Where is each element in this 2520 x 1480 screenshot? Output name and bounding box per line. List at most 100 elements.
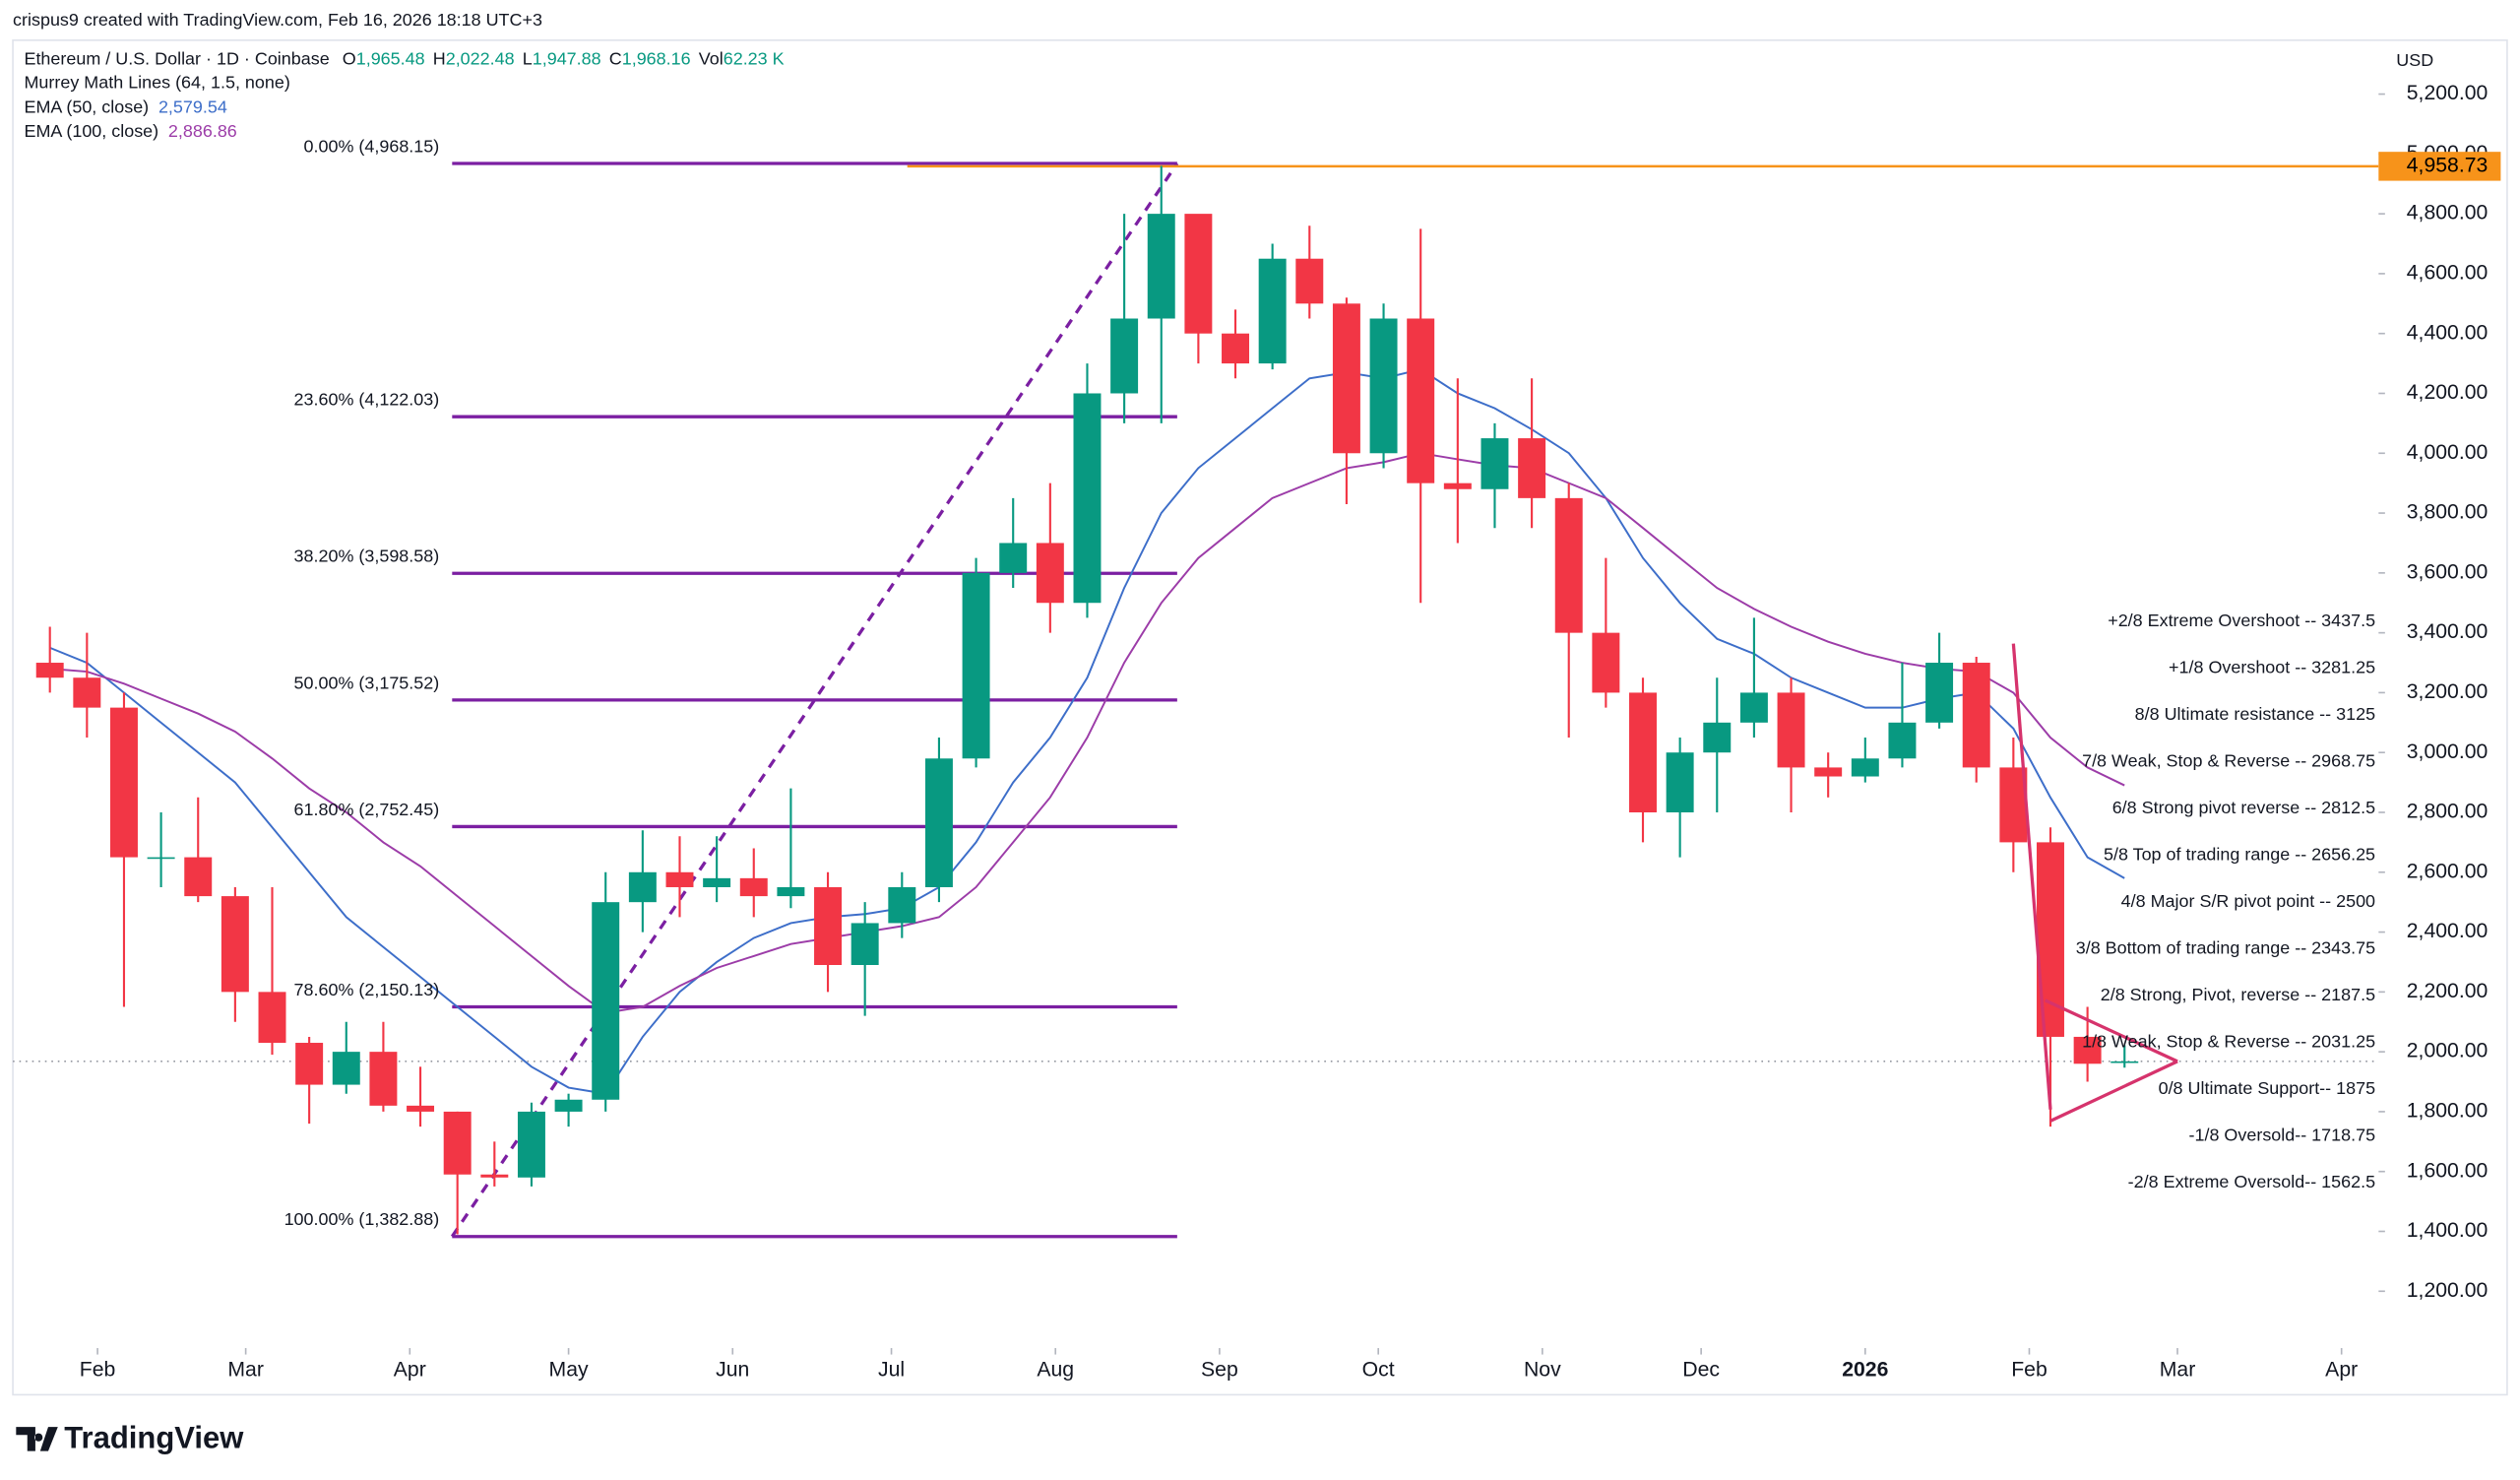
y-tick-label: 4,200.00 — [2407, 381, 2488, 404]
plot-back: +2/8 Extreme Overshoot -- 3437.5 +1/8 Ove… — [13, 161, 2379, 1239]
candle-body — [517, 1111, 545, 1178]
candle-body — [1739, 692, 1768, 723]
x-tick-label: Mar — [227, 1359, 264, 1382]
candle-body — [147, 857, 175, 860]
x-tick-label: 2026 — [1842, 1359, 1888, 1382]
y-tick-label: 2,200.00 — [2407, 980, 2488, 1002]
candle-body — [888, 886, 916, 924]
x-tick-label: Jul — [878, 1359, 905, 1382]
ohlc-value: 1,965.48 — [356, 48, 425, 68]
candle-body — [1814, 767, 1843, 777]
candle-body — [1110, 318, 1139, 394]
logo-icon — [16, 1427, 58, 1451]
trendline — [2011, 643, 2052, 1110]
candle-body — [1222, 333, 1249, 364]
x-tick-label: Jun — [716, 1359, 749, 1382]
candle-body — [1888, 722, 1917, 759]
candle-body — [295, 1043, 324, 1085]
ohlc-key: L — [523, 48, 533, 68]
trendline — [2044, 998, 2178, 1063]
fib-label: 23.60% (4,122.03) — [294, 390, 440, 410]
y-tick-label: 2,000.00 — [2407, 1040, 2488, 1062]
candle-body — [1147, 214, 1175, 319]
y-tick-label: 3,800.00 — [2407, 501, 2488, 524]
candle-body — [1295, 258, 1324, 304]
murrey-label: -1/8 Oversold-- 1718.75 — [2189, 1125, 2376, 1144]
murrey-label: 3/8 Bottom of trading range -- 2343.75 — [2076, 937, 2375, 957]
indicator-legend: Murrey Math Lines (64, 1.5, none) — [24, 73, 289, 93]
murrey-label: 8/8 Ultimate resistance -- 3125 — [2135, 704, 2375, 724]
x-tick-label: Nov — [1524, 1359, 1561, 1382]
candle-body — [962, 572, 990, 759]
x-tick-label: Aug — [1037, 1359, 1074, 1382]
x-tick-label: Apr — [2325, 1359, 2358, 1382]
x-tick-label: May — [549, 1359, 589, 1382]
candle-body — [1073, 393, 1102, 604]
fib-label: 38.20% (3,598.58) — [294, 547, 440, 566]
y-tick-label: 5,200.00 — [2407, 82, 2488, 104]
candle-body — [554, 1099, 583, 1112]
murrey-label: +2/8 Extreme Overshoot -- 3437.5 — [2108, 611, 2375, 630]
candle-body — [1962, 663, 1990, 768]
murrey-label: 4/8 Major S/R pivot point -- 2500 — [2121, 891, 2375, 911]
candle-body — [35, 663, 64, 678]
x-tick-label: Sep — [1201, 1359, 1238, 1382]
candle-body — [1777, 692, 1805, 768]
candle-body — [480, 1174, 509, 1178]
ohlc-value: 1,968.16 — [622, 48, 691, 68]
candle-body — [703, 877, 731, 887]
candle-body — [628, 871, 657, 903]
ohlc-key: Vol — [699, 48, 724, 68]
candle-body — [1332, 303, 1360, 454]
candle-body — [1629, 692, 1657, 812]
murrey-label: -2/8 Extreme Oversold-- 1562.5 — [2128, 1172, 2375, 1191]
ohlc-value: 2,022.48 — [446, 48, 515, 68]
y-tick-label: 1,400.00 — [2407, 1219, 2488, 1242]
ohlc-key: O — [343, 48, 356, 68]
pane-frame — [12, 39, 2508, 1396]
candle-body — [665, 871, 694, 887]
y-tick-label: 3,600.00 — [2407, 560, 2488, 583]
fib-label: 61.80% (2,752.45) — [294, 800, 440, 819]
ema-name: EMA (50, close) — [24, 97, 149, 116]
y-tick-label: 4,400.00 — [2407, 321, 2488, 344]
candle-body — [407, 1105, 435, 1112]
x-tick-label: Apr — [394, 1359, 426, 1382]
ema-line — [49, 368, 2125, 1095]
y-tick-label: 3,400.00 — [2407, 620, 2488, 643]
fib-label: 50.00% (3,175.52) — [294, 673, 440, 692]
candle-body — [1184, 214, 1213, 334]
y-tick-label: 1,600.00 — [2407, 1159, 2488, 1182]
x-tick-label: Feb — [80, 1359, 116, 1382]
ema-name: EMA (100, close) — [24, 121, 158, 141]
ohlc-key: H — [433, 48, 446, 68]
murrey-label: 1/8 Weak, Stop & Reverse -- 2031.25 — [2082, 1031, 2375, 1051]
x-tick-label: Dec — [1682, 1359, 1720, 1382]
y-tick-label: 4,800.00 — [2407, 202, 2488, 225]
candle-body — [924, 758, 953, 887]
murrey-label: 7/8 Weak, Stop & Reverse -- 2968.75 — [2082, 750, 2375, 770]
candle-body — [73, 677, 101, 708]
fib-label: 100.00% (1,382.88) — [284, 1209, 440, 1229]
candle-body — [258, 992, 286, 1044]
candle-body — [1036, 543, 1064, 604]
candle-body — [1666, 752, 1694, 812]
candle-body — [592, 902, 620, 1100]
murrey-label: 0/8 Ultimate Support-- 1875 — [2159, 1078, 2375, 1098]
candle-body — [1443, 483, 1472, 489]
x-tick-label: Mar — [2160, 1359, 2196, 1382]
candle-body — [2073, 1036, 2102, 1064]
candle-body — [1925, 663, 1954, 723]
candle-body — [1703, 722, 1732, 753]
y-tick-label: 2,400.00 — [2407, 920, 2488, 942]
symbol-legend: Ethereum / U.S. Dollar · 1D · Coinbase O1… — [24, 48, 784, 68]
candle-body — [777, 886, 805, 897]
ema-legend: EMA (50, close) 2,579.54 — [24, 97, 226, 116]
murrey-label: +1/8 Overshoot -- 3281.25 — [2169, 657, 2375, 676]
ema-line — [49, 452, 2125, 1014]
candle-body — [1554, 497, 1583, 633]
ema-last: 2,886.86 — [168, 121, 237, 141]
